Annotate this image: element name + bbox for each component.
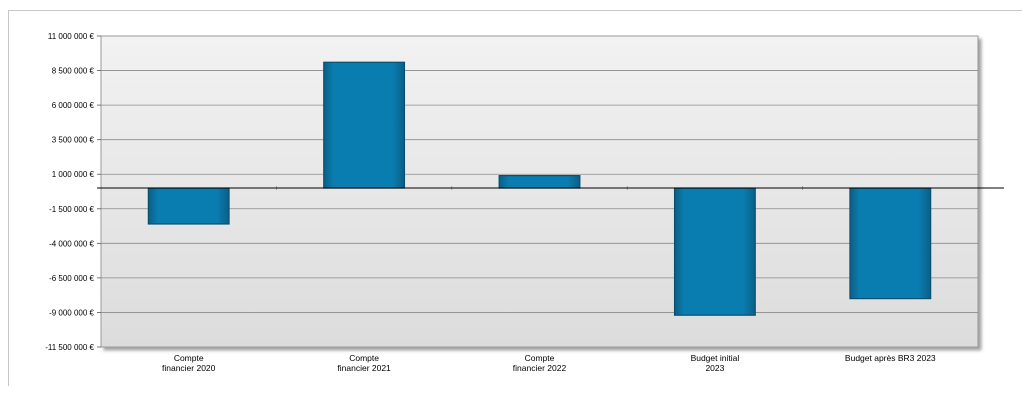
x-tick-label: Compte financier 2022 xyxy=(513,353,567,373)
y-tick-label: -11 500 000 € xyxy=(45,343,94,352)
bar xyxy=(323,61,406,189)
y-tick-label: -1 500 000 € xyxy=(49,205,94,214)
y-tick-label: -9 000 000 € xyxy=(49,308,94,317)
x-tick-label: Compte financier 2021 xyxy=(337,353,391,373)
bar xyxy=(498,175,581,189)
y-tick-label: 3 500 000 € xyxy=(52,136,95,145)
x-tick-label: Compte financier 2020 xyxy=(162,353,216,373)
y-tick-label: 6 000 000 € xyxy=(52,101,95,110)
y-tick-label: 11 000 000 € xyxy=(48,32,95,41)
plot-area xyxy=(100,35,979,348)
x-tick-label: Budget après BR3 2023 xyxy=(845,353,936,363)
bar xyxy=(849,187,932,300)
y-tick-label: 1 000 000 € xyxy=(52,170,95,179)
x-tick-label: Budget initial 2023 xyxy=(691,353,740,373)
bar xyxy=(673,187,756,316)
y-tick-label: 8 500 000 € xyxy=(52,67,95,76)
y-tick-label: -4 000 000 € xyxy=(49,239,94,248)
chart-frame xyxy=(8,10,1022,386)
bar xyxy=(147,187,230,225)
y-tick-label: -6 500 000 € xyxy=(49,274,94,283)
